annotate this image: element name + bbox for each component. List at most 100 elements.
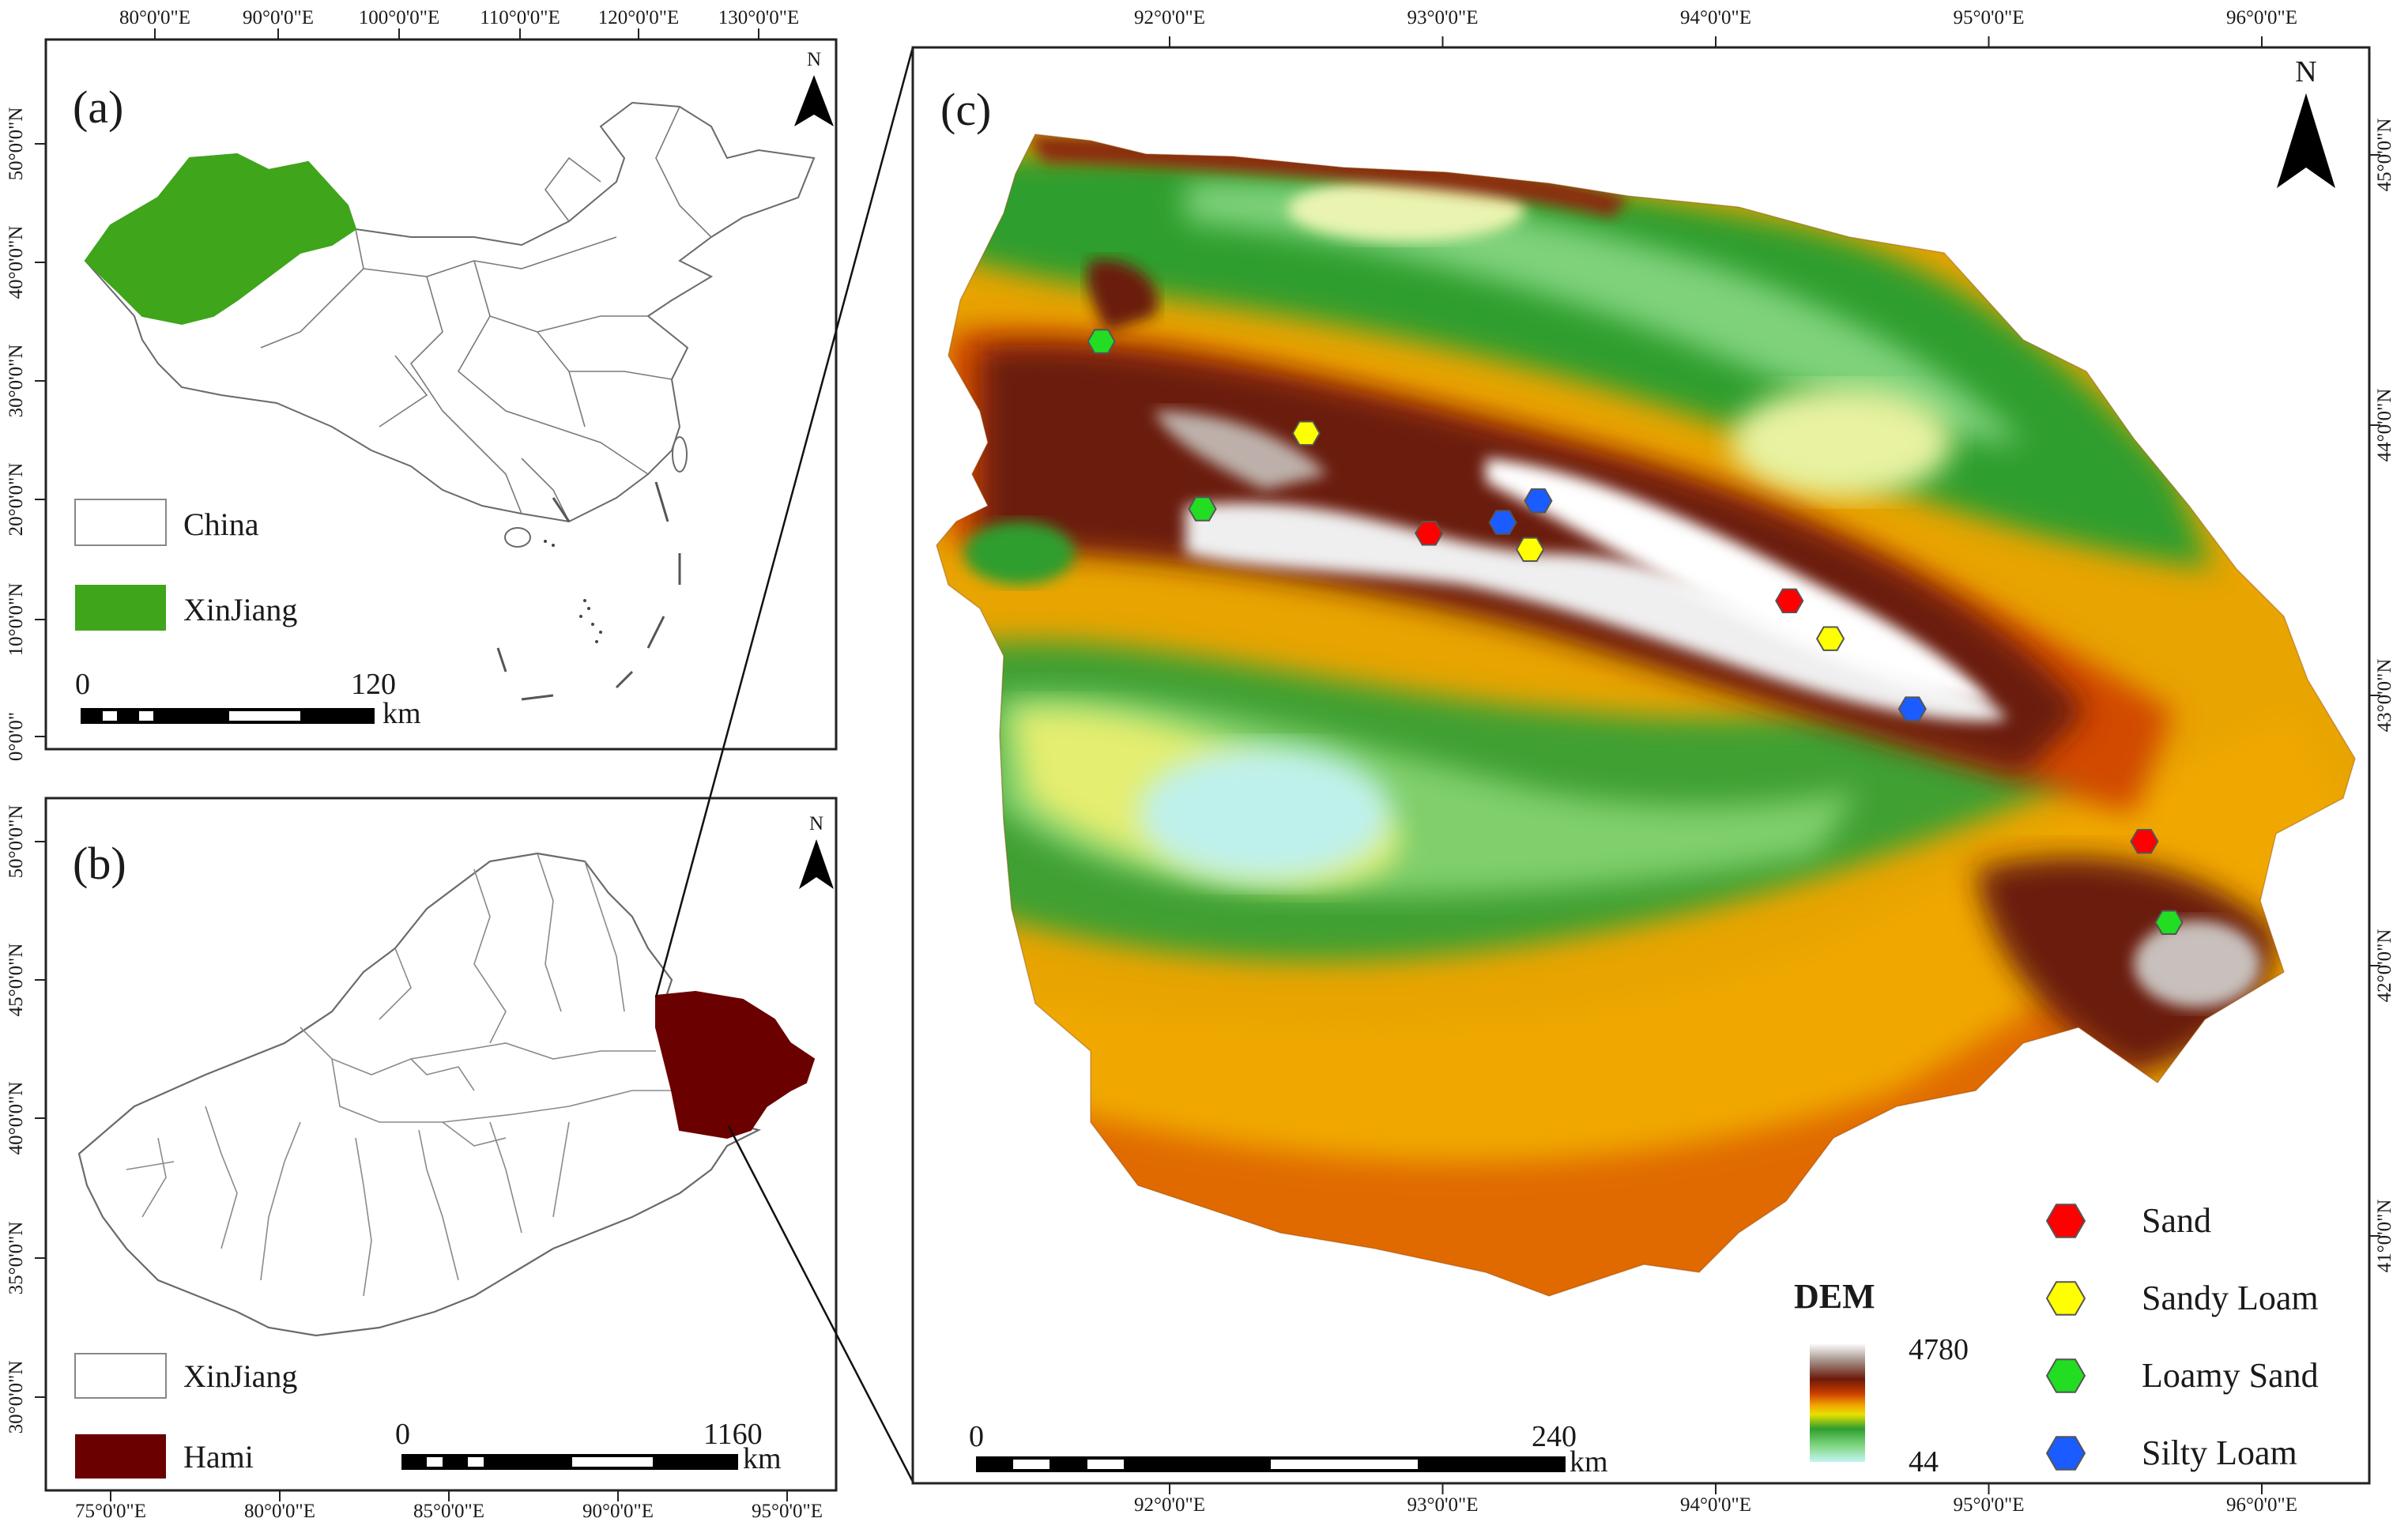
legend-c-label-sand: Sand [2142, 1201, 2211, 1240]
legend-b-swatch-0 [74, 1353, 167, 1399]
panel-c-bottom-tick-label-4: 96°0'0"E [2226, 1494, 2297, 1516]
sample-point-silty-loam [1897, 696, 1927, 721]
panel-b-bottom-tick-label-0: 75°0'0"E [75, 1501, 146, 1522]
panel-a-left-tick-label-4: 10°0'0"N [6, 583, 27, 657]
panel-a-top-tick-label-2: 100°0'0"E [359, 7, 439, 28]
scale-bar-c [976, 1456, 1566, 1472]
scale-b-start: 0 [395, 1418, 410, 1451]
connector-lines [654, 47, 914, 1482]
panel-a-top-tick-label-4: 120°0'0"E [598, 7, 679, 28]
panel-c-bottom-ticks: 92°0'0"E 93°0'0"E 94°0'0"E 95°0'0"E 96°0'0"E [1134, 1483, 2297, 1516]
sample-point-loamy-sand [1087, 329, 1116, 354]
panel-a-top-tick-label-0: 80°0'0"E [119, 7, 190, 28]
legend-c-label-loamy-sand: Loamy Sand [2142, 1356, 2319, 1395]
scale-c-end: 240 [1532, 1420, 1577, 1453]
xinjiang-region [84, 153, 357, 326]
north-arrow-b [799, 839, 834, 889]
panel-a-top-ticks: 80°0'0"E 90°0'0"E 100°0'0"E 110°0'0"E 120°0'… [119, 7, 799, 40]
panel-a-left-tick-label-2: 30°0'0"N [6, 345, 27, 418]
panel-c-bottom-tick-label-1: 93°0'0"E [1407, 1494, 1479, 1516]
panel-b-bottom-ticks: 75°0'0"E 80°0'0"E 85°0'0"E 90°0'0"E 95°0'0"E [75, 1490, 823, 1522]
north-b-letter: N [809, 813, 823, 834]
legend-c-label-silty-loam: Silty Loam [2142, 1433, 2297, 1472]
panel-b-left-tick-label-4: 30°0'0"N [6, 1361, 27, 1434]
legend-a-swatch-0 [74, 499, 167, 546]
legend-c-marker-sand [2045, 1204, 2086, 1238]
panel-b-left-tick-label-2: 40°0'0"N [6, 1082, 27, 1155]
scale-a-unit: km [382, 697, 421, 730]
legend-c-marker-silty-loam [2045, 1436, 2086, 1471]
scale-c-start: 0 [969, 1420, 984, 1453]
point-legend: Sand Sandy Loam Loamy Sand Silty Loam [2045, 1201, 2319, 1472]
legend-c-marker-loamy-sand [2045, 1358, 2086, 1393]
sample-point-sand [1415, 521, 1444, 546]
scale-c-unit: km [1570, 1445, 1608, 1479]
panel-c-top-tick-label-4: 96°0'0"E [2226, 7, 2297, 28]
panel-b-label: (b) [73, 838, 126, 889]
scale-a-end: 120 [351, 668, 396, 701]
hainan-island [504, 527, 531, 548]
nine-dash-line [496, 481, 681, 701]
north-a-letter: N [807, 49, 821, 70]
legend-c-label-sandy-loam: Sandy Loam [2142, 1279, 2319, 1317]
dem-colorbar [1810, 1343, 1865, 1462]
panel-c-top-tick-label-2: 94°0'0"E [1680, 7, 1751, 28]
legend-a-label-1: XinJiang [183, 592, 297, 627]
panel-a-left-tick-label-5: 0°0'0" [6, 712, 27, 761]
sample-points [1087, 329, 2184, 935]
scale-a-start: 0 [75, 668, 90, 701]
panel-a: (a) China [44, 38, 838, 751]
panel-a-left-tick-label-0: 50°0'0"N [6, 107, 27, 181]
dem-max-label: 4780 [1909, 1333, 1969, 1366]
panel-c-right-tick-label-4: 41°0'0"N [2374, 1200, 2395, 1273]
panel-b-bottom-tick-label-2: 85°0'0"E [413, 1501, 484, 1522]
panel-b-bottom-tick-label-1: 80°0'0"E [244, 1501, 315, 1522]
sample-point-silty-loam [1488, 510, 1517, 535]
sample-point-sandy-loam [1291, 420, 1321, 446]
panel-b-left-tick-label-0: 50°0'0"N [6, 805, 27, 879]
panel-c-bottom-tick-label-2: 94°0'0"E [1680, 1494, 1751, 1516]
panel-c-right-tick-label-0: 45°0'0"N [2374, 119, 2395, 192]
panel-c-right-ticks: 45°0'0"N 44°0'0"N 43°0'0"N 42°0'0"N 41°0'0"N [2369, 119, 2395, 1273]
panel-c-bottom-tick-label-0: 92°0'0"E [1134, 1494, 1205, 1516]
sample-point-loamy-sand [1188, 496, 1217, 522]
county-lines [126, 853, 680, 1297]
panel-c-right-tick-label-3: 42°0'0"N [2374, 929, 2395, 1003]
panel-a-top-tick-label-5: 130°0'0"E [718, 7, 799, 28]
sample-point-silty-loam [1524, 488, 1553, 514]
panel-c-bottom-tick-label-3: 95°0'0"E [1954, 1494, 2025, 1516]
legend-c-marker-sandy-loam [2045, 1281, 2086, 1316]
sample-point-sandy-loam [1815, 626, 1845, 651]
panel-b: (b) XinJiang Hami [44, 797, 838, 1492]
north-arrow-a [794, 75, 834, 126]
panel-c-top-tick-label-0: 92°0'0"E [1134, 7, 1205, 28]
legend-b-swatch-1 [75, 1434, 166, 1479]
province-lines [260, 106, 712, 522]
south-sea-islands [544, 540, 602, 643]
panel-c-top-tick-label-1: 93°0'0"E [1407, 7, 1479, 28]
sample-point-sand [1775, 588, 1804, 613]
panel-a-left-ticks: 50°0'0"N 40°0'0"N 30°0'0"N 20°0'0"N 10°0'0"N… [6, 107, 46, 761]
sample-point-loamy-sand [2154, 910, 2184, 935]
north-c-letter: N [2295, 55, 2316, 89]
panel-c-top-tick-label-3: 95°0'0"E [1954, 7, 2025, 28]
scale-b-unit: km [743, 1442, 782, 1475]
panel-a-top-tick-label-3: 110°0'0"E [480, 7, 560, 28]
panel-a-top-tick-label-1: 90°0'0"E [243, 7, 314, 28]
scale-b-end: 1160 [703, 1418, 763, 1451]
legend-a-swatch-1 [75, 585, 166, 631]
panel-b-left-ticks: 50°0'0"N 45°0'0"N 40°0'0"N 35°0'0"N 30°0'0"N [6, 805, 46, 1434]
panel-c-right-tick-label-2: 43°0'0"N [2374, 659, 2395, 733]
hami-region [655, 990, 816, 1140]
panel-b-left-tick-label-3: 35°0'0"N [6, 1222, 27, 1295]
panel-a-label: (a) [73, 81, 123, 133]
panel-b-bottom-tick-label-3: 90°0'0"E [582, 1501, 654, 1522]
sample-point-sandy-loam [1515, 537, 1545, 562]
panel-c-right-tick-label-1: 44°0'0"N [2374, 389, 2395, 462]
panel-b-left-tick-label-1: 45°0'0"N [6, 944, 27, 1017]
scale-bar-a [81, 708, 375, 724]
panel-a-left-tick-label-3: 20°0'0"N [6, 463, 27, 537]
panel-b-bottom-tick-label-4: 95°0'0"E [752, 1501, 823, 1522]
legend-b-label-0: XinJiang [183, 1358, 297, 1394]
north-arrow-c [2277, 93, 2335, 188]
